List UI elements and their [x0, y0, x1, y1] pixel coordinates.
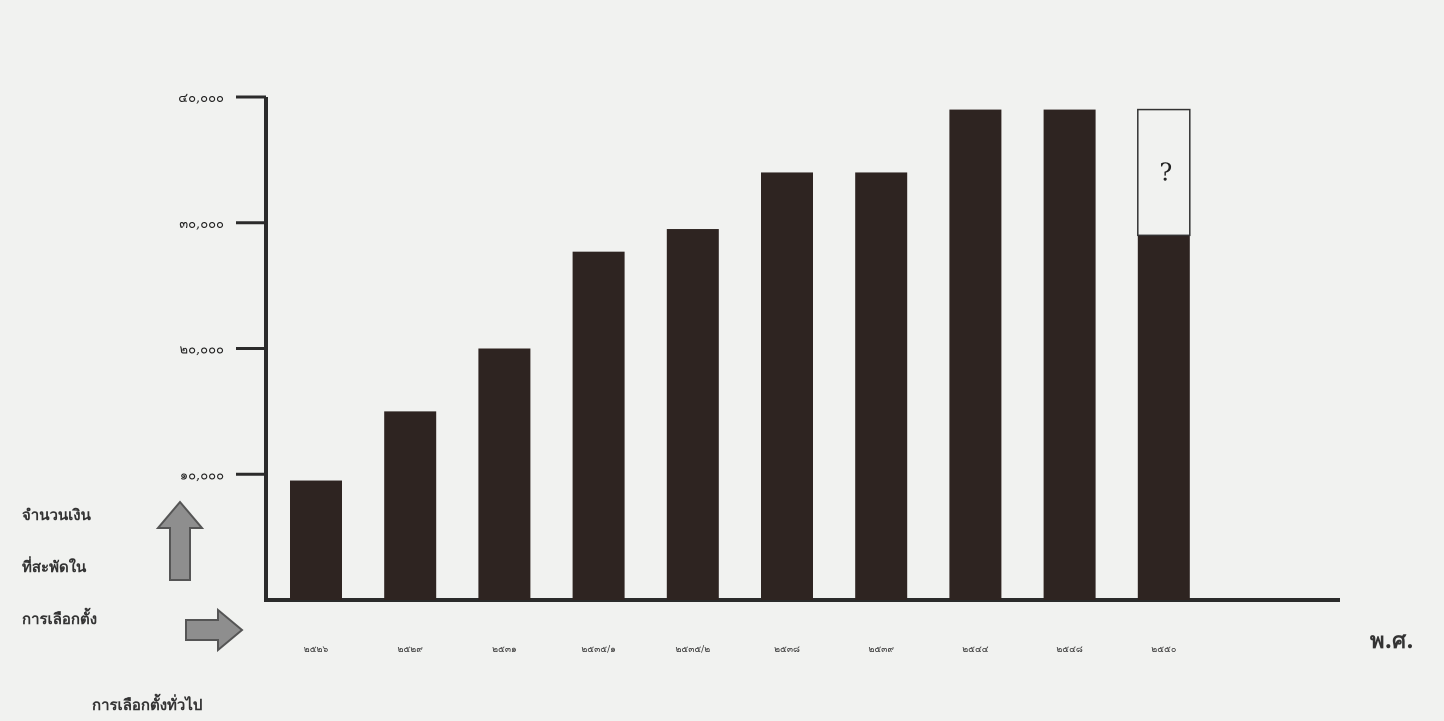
- bar: [1043, 109, 1096, 600]
- bar: [1137, 235, 1190, 600]
- bar: [384, 411, 437, 600]
- y-axis-caption-line-3: การเลือกตั้ง: [22, 607, 97, 628]
- y-tick-label: ๔๐,๐๐๐: [178, 91, 224, 106]
- x-tick-label: ๒๕๓๕/๑: [581, 645, 615, 655]
- y-tick-label: ๒๐,๐๐๐: [180, 343, 225, 358]
- y-axis-caption-line-1: จำนวนเงิน: [22, 506, 92, 524]
- x-axis-caption: การเลือกตั้งทั่วไป: [92, 693, 202, 714]
- x-tick-label: ๒๕๕๐: [1151, 645, 1176, 655]
- y-axis-caption-line-2: ที่สะพัดใน: [22, 556, 87, 576]
- bar: [478, 348, 531, 600]
- unknown-extension-label: ?: [1159, 158, 1172, 186]
- x-unit-label: พ.ศ.: [1370, 628, 1414, 654]
- x-tick-label: ๒๕๒๙: [398, 645, 424, 655]
- x-tick-label: ๒๕๓๙: [868, 645, 894, 655]
- x-tick-label: ๒๕๔๘: [1056, 645, 1083, 655]
- bar: [949, 109, 1002, 600]
- x-tick-label: ๒๕๒๖: [304, 645, 329, 655]
- bar: [761, 172, 813, 600]
- right-arrow-icon: [185, 607, 244, 653]
- unknown-extension-box: [1137, 108, 1191, 237]
- x-tick-label: ๒๕๓๕/๒: [675, 645, 710, 655]
- x-tick-label: ๒๕๓๘: [774, 645, 800, 655]
- bar: [855, 172, 908, 600]
- bar: [666, 229, 719, 600]
- y-tick-label: ๑๐,๐๐๐: [180, 468, 224, 483]
- y-tick-label: ๓๐,๐๐๐: [179, 217, 224, 232]
- up-arrow-icon: [155, 500, 205, 581]
- bar: [572, 251, 625, 601]
- bar: [290, 480, 342, 600]
- x-tick-label: ๒๕๓๑: [492, 645, 517, 655]
- x-tick-label: ๒๕๔๔: [962, 645, 989, 655]
